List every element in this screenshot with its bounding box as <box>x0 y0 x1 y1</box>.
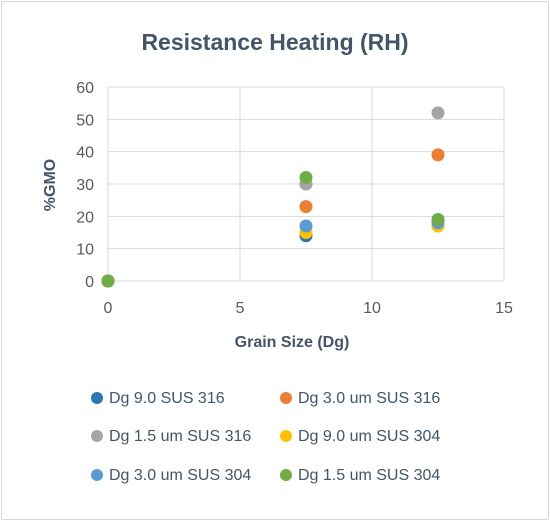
legend-label: Dg 3.0 um SUS 316 <box>298 390 440 407</box>
legend-item: Dg 1.5 um SUS 304 <box>280 467 440 484</box>
legend-item: Dg 3.0 um SUS 304 <box>91 467 251 484</box>
x-tick-label: 0 <box>104 300 113 317</box>
y-tick-label: 20 <box>76 209 94 226</box>
data-point-series-6 <box>431 213 445 227</box>
legend-label: Dg 9.0 um SUS 304 <box>298 428 440 445</box>
y-tick-label: 40 <box>76 145 94 162</box>
legend-item: Dg 3.0 um SUS 316 <box>280 390 440 407</box>
y-tick-label: 30 <box>76 177 94 194</box>
legend-item: Dg 1.5 um SUS 316 <box>91 428 251 445</box>
y-tick-label: 60 <box>76 80 94 97</box>
data-point-series-2 <box>299 200 313 214</box>
x-tick-label: 15 <box>495 300 513 317</box>
data-point-series-6 <box>299 171 313 185</box>
y-tick-label: 0 <box>85 274 94 291</box>
x-tick-labels: 0 5 10 15 <box>104 300 513 317</box>
legend-label: Dg 3.0 um SUS 304 <box>109 467 251 484</box>
legend-label: Dg 9.0 SUS 316 <box>109 390 225 407</box>
data-point-series-5 <box>299 219 313 233</box>
legend-marker <box>91 469 103 481</box>
legend-item: Dg 9.0 um SUS 304 <box>280 428 440 445</box>
x-axis-title: Grain Size (Dg) <box>235 334 350 351</box>
y-tick-label: 10 <box>76 242 94 259</box>
legend-marker <box>280 392 292 404</box>
legend-label: Dg 1.5 um SUS 304 <box>298 467 440 484</box>
data-point-series-6 <box>101 274 115 288</box>
data-points <box>101 106 445 288</box>
legend-label: Dg 1.5 um SUS 316 <box>109 428 251 445</box>
x-tick-label: 5 <box>236 300 245 317</box>
legend-marker <box>91 430 103 442</box>
data-point-series-3 <box>431 106 445 120</box>
legend-marker <box>280 430 292 442</box>
x-tick-label: 10 <box>363 300 381 317</box>
data-point-series-2 <box>431 148 445 162</box>
y-tick-labels: 0 10 20 30 40 50 60 <box>76 80 94 291</box>
legend-marker <box>280 469 292 481</box>
legend-marker <box>91 392 103 404</box>
legend-item: Dg 9.0 SUS 316 <box>91 390 225 407</box>
legend: Dg 9.0 SUS 316 Dg 3.0 um SUS 316 Dg 1.5 um… <box>91 390 440 484</box>
y-tick-label: 50 <box>76 112 94 129</box>
y-axis-title: %GMO <box>42 159 59 211</box>
chart-title: Resistance Heating (RH) <box>141 29 408 55</box>
